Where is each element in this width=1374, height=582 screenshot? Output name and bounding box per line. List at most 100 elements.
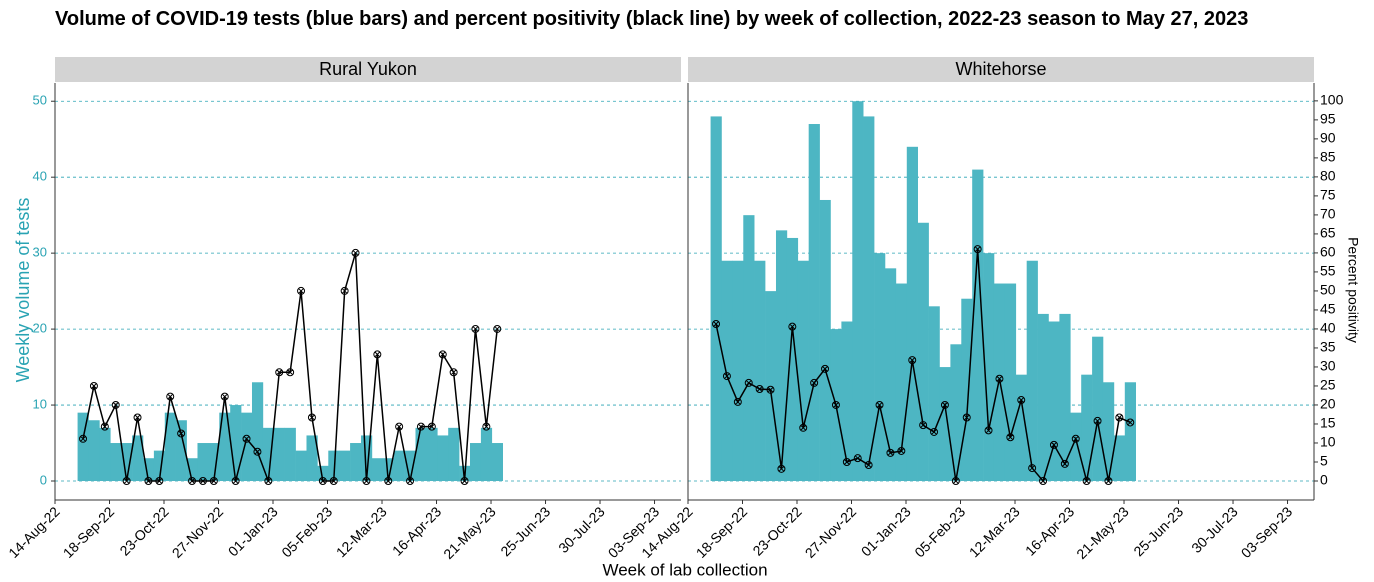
point (122, 477, 131, 485)
point (384, 477, 393, 485)
y2-tick-label: 40 (1320, 320, 1336, 336)
y2-tick-label: 70 (1320, 206, 1336, 222)
point (220, 392, 229, 401)
bar (469, 443, 482, 482)
point (1115, 413, 1124, 422)
point (438, 350, 447, 359)
y-tick-label: 0 (40, 472, 47, 487)
bar (110, 443, 122, 482)
bar (132, 435, 144, 482)
x-tick-label: 21-May-23 (1073, 503, 1132, 562)
x-axis-title: Week of lab collection (602, 560, 767, 579)
bar (972, 169, 984, 482)
x-tick-label: 25-Jun-23 (1130, 503, 1186, 559)
point (264, 477, 273, 485)
point (79, 434, 88, 443)
point (286, 368, 295, 377)
bar (350, 443, 362, 482)
point (810, 378, 819, 387)
point (1104, 477, 1113, 485)
point (362, 477, 371, 485)
x-tick-label: 05-Feb-23 (911, 503, 968, 560)
bar (153, 450, 166, 482)
point (1006, 433, 1015, 442)
y2-tick-label: 10 (1320, 434, 1336, 450)
point (777, 464, 786, 473)
point (471, 324, 480, 333)
point (460, 477, 469, 485)
point (198, 477, 207, 485)
y-tick-label: 20 (33, 321, 47, 336)
x-tick-label: 23-Oct-22 (116, 503, 171, 558)
point (799, 423, 808, 432)
bar (721, 260, 733, 482)
y-tick-label: 10 (33, 396, 47, 411)
y2-tick-label: 50 (1320, 282, 1336, 298)
y2-tick-label: 100 (1320, 92, 1344, 108)
x-tick-label: 16-Apr-23 (1022, 503, 1077, 558)
bar (371, 458, 384, 482)
bar (710, 116, 722, 482)
point (307, 413, 316, 422)
point (842, 457, 851, 466)
point (962, 413, 971, 422)
point (1071, 434, 1080, 443)
point (416, 422, 425, 431)
point (1017, 396, 1026, 405)
strip (55, 57, 681, 82)
point (231, 477, 240, 485)
x-tick-label: 27-Nov-22 (802, 503, 860, 561)
y2-tick-label: 75 (1320, 187, 1336, 203)
bar (1113, 435, 1126, 482)
strip (688, 57, 1314, 82)
point (951, 477, 960, 485)
y2-tick-label: 90 (1320, 130, 1336, 146)
panel-title: Whitehorse (955, 59, 1046, 79)
bar (983, 253, 995, 482)
x-tick-label: 12-Mar-23 (966, 503, 1023, 560)
bar (339, 450, 351, 482)
y-tick-label: 50 (33, 93, 47, 108)
point (89, 381, 98, 390)
point (1060, 459, 1069, 468)
point (908, 356, 917, 365)
y2-tick-label: 0 (1320, 472, 1328, 488)
y2-tick-label: 60 (1320, 244, 1336, 260)
x-tick-label: 30-Jul-23 (1188, 503, 1241, 556)
bar (732, 260, 744, 482)
point (712, 320, 721, 328)
bar (852, 101, 864, 482)
bar (1081, 374, 1093, 482)
bar (142, 458, 155, 482)
bar (295, 450, 307, 482)
bar (480, 427, 493, 482)
point (144, 477, 153, 485)
x-tick-label: 18-Sep-22 (693, 503, 751, 561)
point (788, 322, 797, 331)
bar (1070, 412, 1082, 482)
point (482, 422, 491, 431)
bar (241, 412, 253, 482)
y2-tick-label: 65 (1320, 225, 1336, 241)
point (821, 364, 830, 373)
point (897, 446, 906, 455)
point (188, 477, 197, 485)
chart-title: Volume of COVID-19 tests (blue bars) and… (55, 8, 1249, 30)
point (1039, 477, 1048, 485)
y2-tick-label: 25 (1320, 377, 1336, 393)
point (864, 461, 873, 470)
y-tick-label: 40 (33, 169, 47, 184)
bar (251, 382, 264, 482)
point (930, 427, 939, 436)
bar (1048, 321, 1060, 482)
bar (121, 443, 133, 482)
point (242, 434, 251, 443)
y2-axis-title: Percent positivity (1345, 237, 1361, 343)
point (493, 324, 502, 333)
y2-tick-label: 95 (1320, 111, 1336, 127)
point (209, 477, 218, 485)
point (733, 397, 742, 406)
x-tick-label: 05-Feb-23 (278, 503, 335, 560)
bar (317, 465, 329, 482)
